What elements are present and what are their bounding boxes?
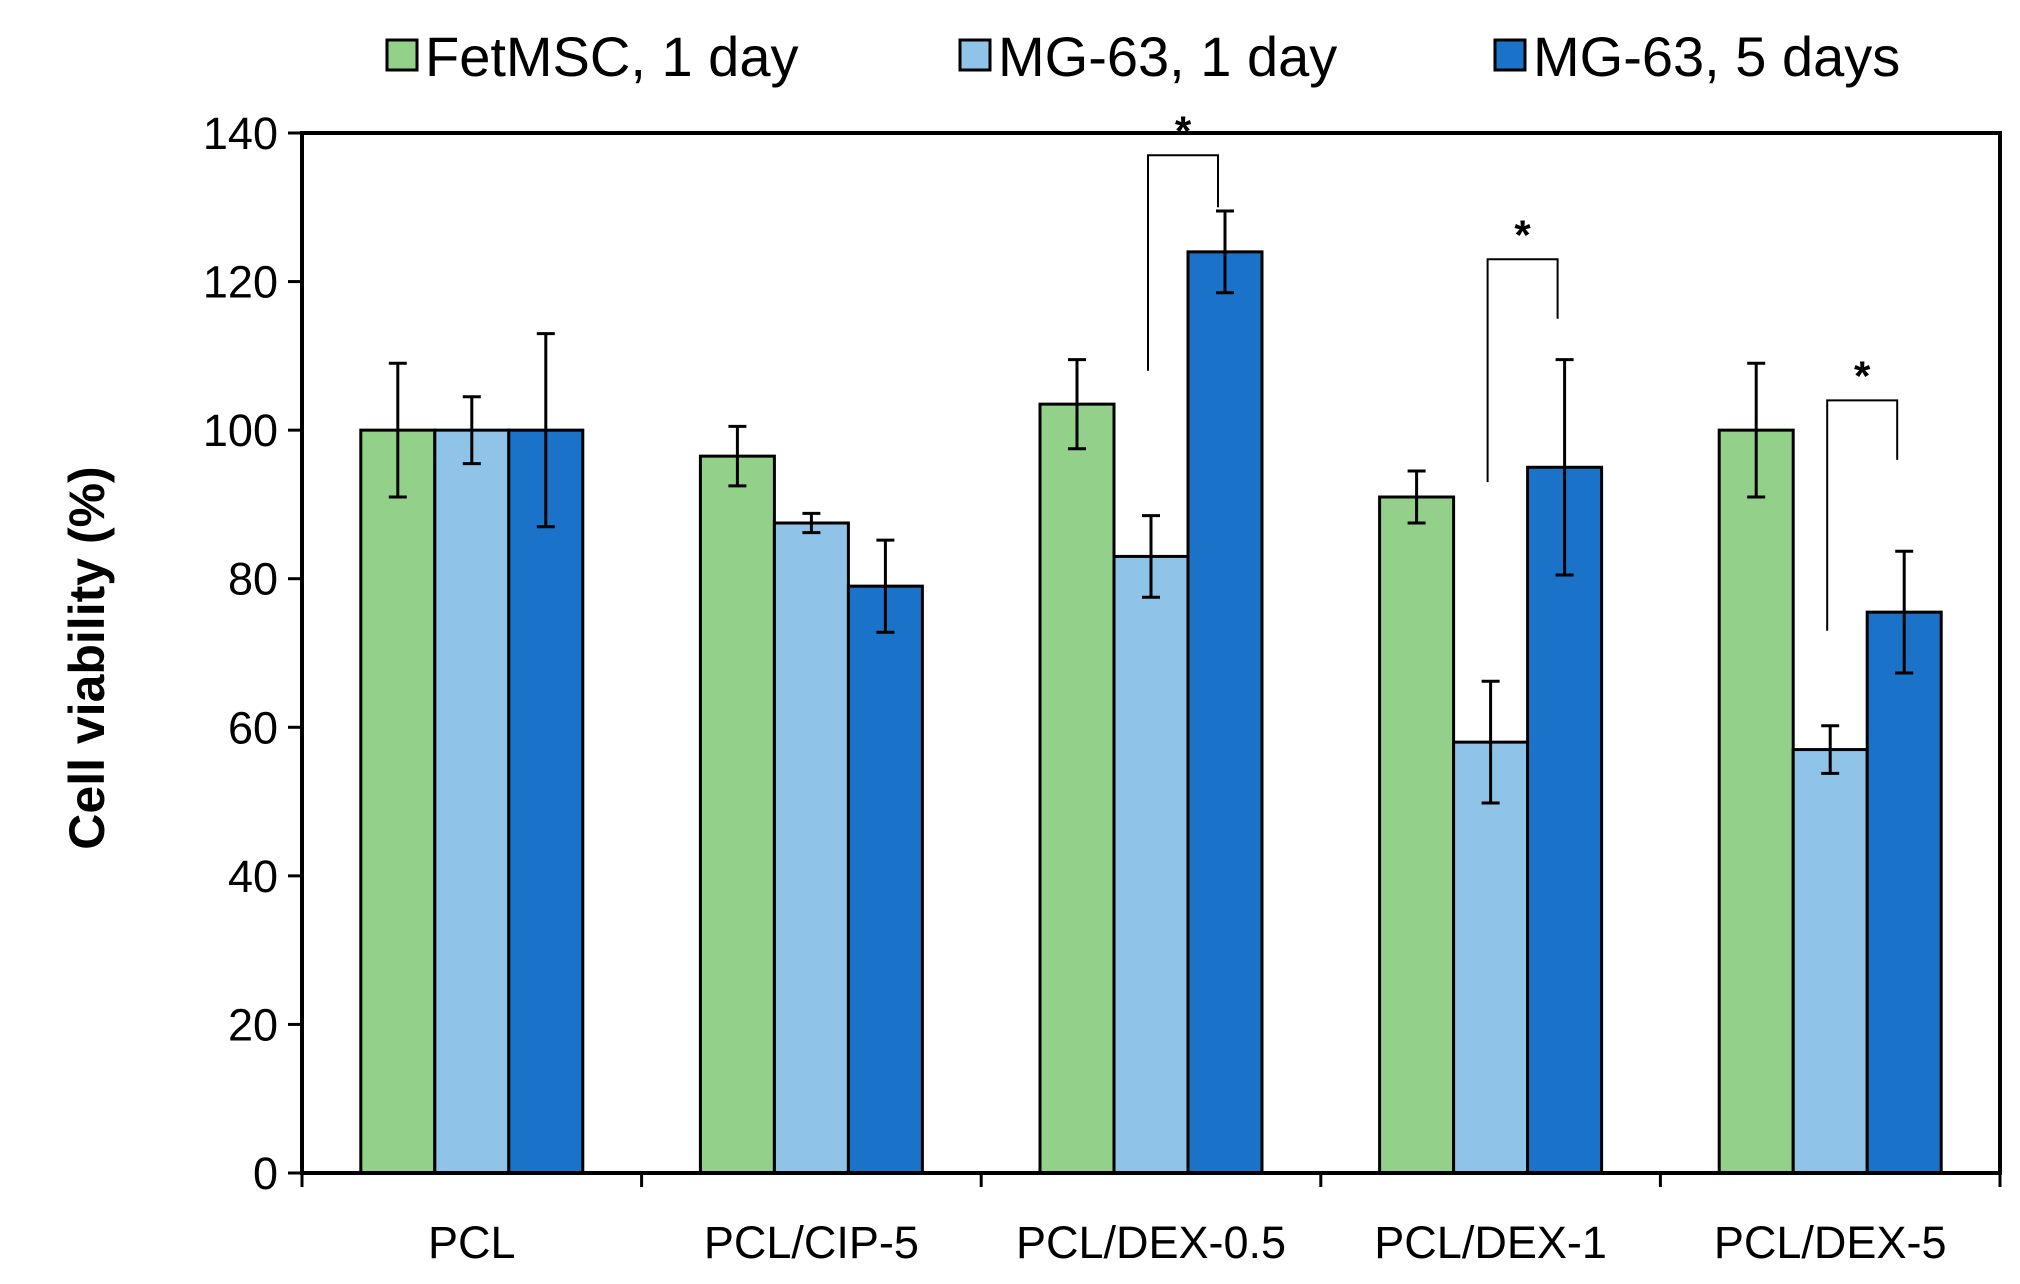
error-bar: [462, 395, 481, 466]
legend-label: FetMSC, 1 day: [425, 25, 798, 88]
error-bar: [728, 424, 747, 488]
error-bar: [1481, 679, 1500, 805]
significance-star: *: [1175, 107, 1192, 154]
y-axis-title: Cell viability (%): [59, 466, 115, 849]
bar: [772, 521, 850, 1175]
error-bar: [1747, 361, 1766, 499]
bar: [698, 454, 776, 1175]
bars: [359, 250, 1943, 1175]
significance-star: *: [1514, 211, 1531, 258]
y-tick-label: 60: [228, 702, 278, 753]
bar: [359, 428, 437, 1175]
error-bar: [876, 538, 895, 634]
plot-frame: [300, 131, 2002, 1175]
error-bar: [1555, 358, 1574, 577]
bar: [1865, 610, 1943, 1175]
error-bars: [388, 209, 1914, 805]
legend-swatch: [958, 38, 992, 72]
y-tick-label: 80: [228, 554, 278, 605]
x-category-label: PCL/CIP-5: [704, 1217, 919, 1268]
bar: [507, 428, 585, 1175]
significance-star: *: [1854, 352, 1871, 399]
legend-item: MG-63, 1 day: [958, 25, 1337, 88]
y-tick-label: 100: [203, 405, 278, 456]
bar: [433, 428, 511, 1175]
y-tick-label: 20: [228, 999, 278, 1050]
legend: FetMSC, 1 day MG-63, 1 day MG-63, 5 days: [385, 25, 1900, 88]
significance-brackets: * * *: [1147, 107, 1899, 631]
error-bar: [1895, 549, 1914, 675]
error-bar: [1821, 724, 1840, 775]
y-tick-label: 120: [203, 257, 278, 308]
bar: [1791, 748, 1869, 1175]
bar: [1717, 428, 1795, 1175]
bar: [1038, 402, 1116, 1175]
error-bar: [1068, 358, 1086, 451]
legend-swatch: [385, 38, 419, 72]
bar: [846, 584, 924, 1175]
x-category-label: PCL: [428, 1217, 516, 1268]
bar: [1526, 465, 1604, 1175]
significance-bracket: *: [1486, 211, 1559, 483]
error-bar: [1407, 469, 1426, 525]
x-axis-ticks: PCL PCL/CIP-5 PCL/DEX-0.5 PCL/DEX-1 PCL/DEX-…: [300, 1173, 2002, 1268]
bar: [1186, 250, 1264, 1175]
legend-item: MG-63, 5 days: [1493, 25, 1900, 88]
legend-item: FetMSC, 1 day: [385, 25, 798, 88]
error-bar: [388, 361, 407, 499]
legend-label: MG-63, 1 day: [998, 25, 1337, 88]
error-bar: [802, 511, 821, 535]
bar: [1112, 554, 1190, 1175]
y-tick-label: 0: [253, 1148, 278, 1199]
error-bar: [1216, 209, 1234, 295]
legend-label: MG-63, 5 days: [1533, 25, 1900, 88]
significance-bracket: *: [1826, 352, 1899, 631]
significance-bracket: *: [1147, 107, 1219, 371]
x-category-label: PCL/DEX-1: [1374, 1217, 1607, 1268]
error-bar: [1142, 514, 1160, 599]
x-category-label: PCL/DEX-5: [1714, 1217, 1947, 1268]
y-tick-label: 40: [228, 851, 278, 902]
x-category-label: PCL/DEX-0.5: [1016, 1217, 1286, 1268]
error-bar: [536, 332, 555, 529]
legend-swatch: [1493, 38, 1527, 72]
bar: [1452, 740, 1530, 1175]
y-axis-ticks: 0 20 40 60 80 100 120 140: [203, 108, 302, 1199]
y-tick-label: 140: [203, 108, 278, 159]
bar: [1378, 495, 1456, 1175]
